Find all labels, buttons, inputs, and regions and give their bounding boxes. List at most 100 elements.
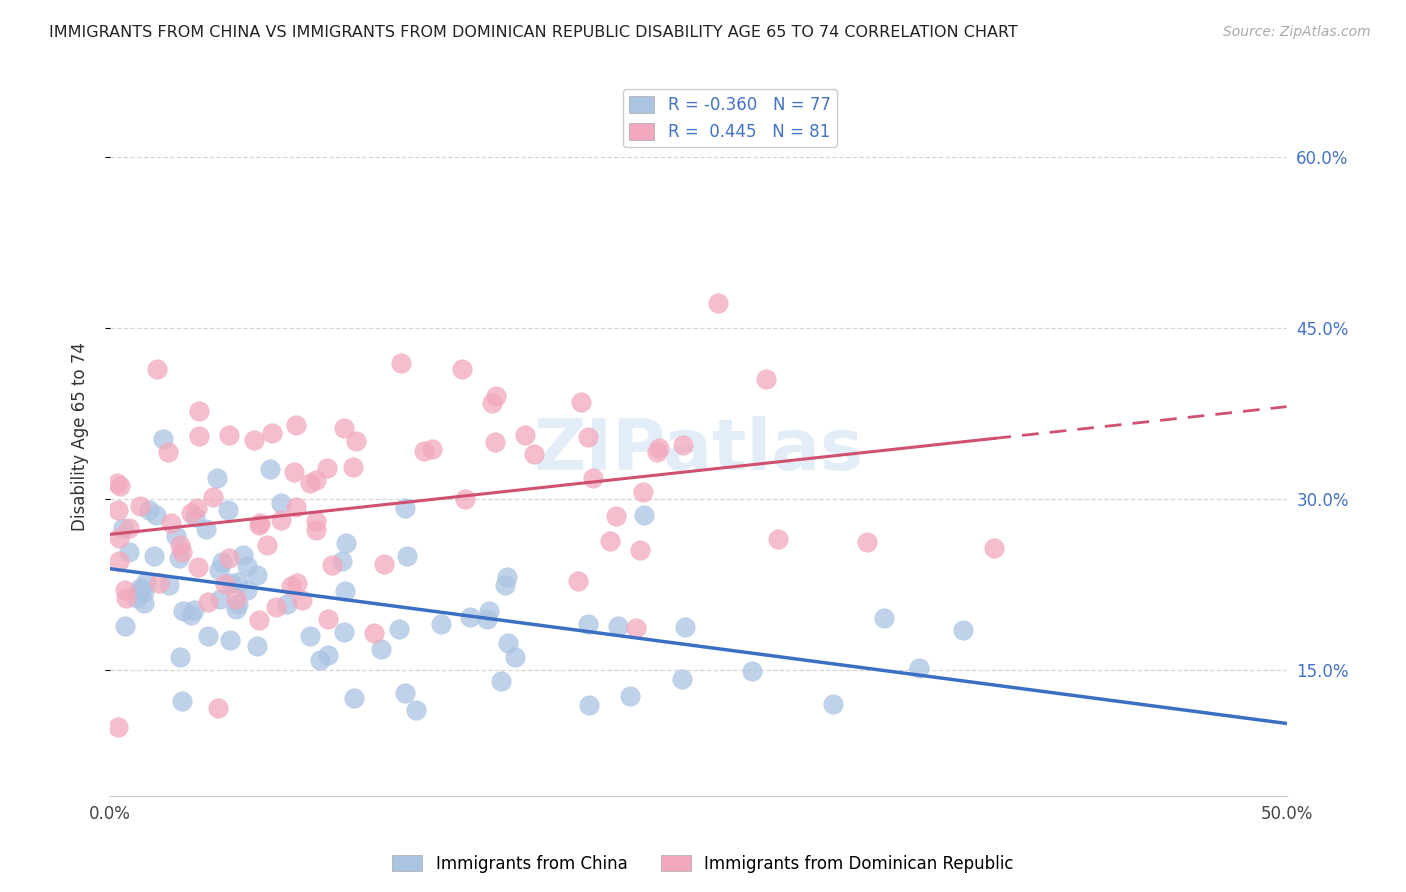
Point bbox=[169, 550, 191, 565]
Point bbox=[373, 558, 395, 572]
Point bbox=[567, 574, 589, 589]
Point bbox=[146, 361, 169, 376]
Point bbox=[107, 532, 129, 546]
Point bbox=[673, 620, 696, 634]
Point bbox=[226, 598, 249, 612]
Point bbox=[186, 500, 208, 515]
Point bbox=[619, 690, 641, 704]
Text: IMMIGRANTS FROM CHINA VS IMMIGRANTS FROM DOMINICAN REPUBLIC DISABILITY AGE 65 TO: IMMIGRANTS FROM CHINA VS IMMIGRANTS FROM… bbox=[49, 25, 1018, 40]
Point bbox=[262, 426, 284, 441]
Legend: R = -0.360   N = 77, R =  0.445   N = 81: R = -0.360 N = 77, R = 0.445 N = 81 bbox=[623, 89, 837, 147]
Point bbox=[219, 633, 242, 648]
Point bbox=[285, 500, 308, 515]
Point bbox=[291, 593, 314, 607]
Point bbox=[219, 576, 242, 591]
Point bbox=[187, 428, 209, 442]
Point bbox=[232, 548, 254, 562]
Point bbox=[645, 445, 668, 459]
Point bbox=[180, 608, 202, 623]
Point bbox=[496, 570, 519, 584]
Point bbox=[305, 523, 328, 537]
Point bbox=[183, 603, 205, 617]
Point bbox=[236, 583, 259, 598]
Point bbox=[305, 514, 328, 528]
Point bbox=[741, 664, 763, 678]
Point bbox=[450, 361, 472, 376]
Point bbox=[225, 601, 247, 615]
Point bbox=[218, 551, 240, 566]
Point bbox=[194, 522, 217, 536]
Point bbox=[485, 389, 508, 403]
Point bbox=[180, 506, 202, 520]
Point bbox=[107, 554, 129, 568]
Point bbox=[118, 545, 141, 559]
Point bbox=[276, 597, 298, 611]
Point bbox=[484, 435, 506, 450]
Point bbox=[142, 549, 165, 563]
Point bbox=[118, 521, 141, 535]
Point bbox=[394, 500, 416, 515]
Point bbox=[187, 559, 209, 574]
Point bbox=[489, 673, 512, 688]
Point bbox=[107, 720, 129, 734]
Point bbox=[952, 623, 974, 637]
Point bbox=[160, 516, 183, 531]
Point bbox=[460, 609, 482, 624]
Point bbox=[343, 690, 366, 705]
Point bbox=[208, 592, 231, 607]
Point bbox=[395, 549, 418, 563]
Point bbox=[344, 434, 367, 448]
Point bbox=[169, 538, 191, 552]
Point bbox=[225, 591, 247, 606]
Point bbox=[766, 533, 789, 547]
Point bbox=[246, 568, 269, 582]
Point bbox=[316, 612, 339, 626]
Point bbox=[256, 538, 278, 552]
Point bbox=[157, 578, 180, 592]
Point bbox=[249, 516, 271, 530]
Point bbox=[184, 509, 207, 524]
Point bbox=[299, 629, 322, 643]
Point bbox=[172, 693, 194, 707]
Point bbox=[599, 534, 621, 549]
Point bbox=[207, 471, 229, 485]
Point bbox=[114, 619, 136, 633]
Point bbox=[145, 508, 167, 523]
Point bbox=[321, 558, 343, 573]
Point bbox=[270, 496, 292, 510]
Point bbox=[330, 553, 353, 567]
Point bbox=[316, 648, 339, 663]
Point bbox=[605, 508, 627, 523]
Point bbox=[707, 295, 730, 310]
Point bbox=[513, 428, 536, 442]
Point bbox=[332, 421, 354, 435]
Point bbox=[134, 585, 156, 599]
Point bbox=[270, 513, 292, 527]
Point bbox=[138, 502, 160, 516]
Point bbox=[299, 475, 322, 490]
Point bbox=[908, 661, 931, 675]
Point bbox=[285, 576, 308, 591]
Point bbox=[494, 578, 516, 592]
Point bbox=[208, 563, 231, 577]
Point bbox=[628, 542, 651, 557]
Point bbox=[523, 447, 546, 461]
Point bbox=[236, 558, 259, 573]
Point bbox=[165, 529, 187, 543]
Point bbox=[316, 461, 339, 475]
Point bbox=[114, 582, 136, 597]
Text: ZIPatlas: ZIPatlas bbox=[533, 417, 863, 485]
Point bbox=[873, 611, 896, 625]
Point bbox=[856, 534, 879, 549]
Point bbox=[389, 356, 412, 370]
Point bbox=[108, 479, 131, 493]
Point bbox=[626, 621, 648, 635]
Point bbox=[211, 555, 233, 569]
Point bbox=[821, 697, 844, 711]
Text: Source: ZipAtlas.com: Source: ZipAtlas.com bbox=[1223, 25, 1371, 39]
Point bbox=[201, 491, 224, 505]
Point bbox=[430, 617, 453, 632]
Point bbox=[172, 603, 194, 617]
Point bbox=[363, 626, 385, 640]
Point bbox=[152, 432, 174, 446]
